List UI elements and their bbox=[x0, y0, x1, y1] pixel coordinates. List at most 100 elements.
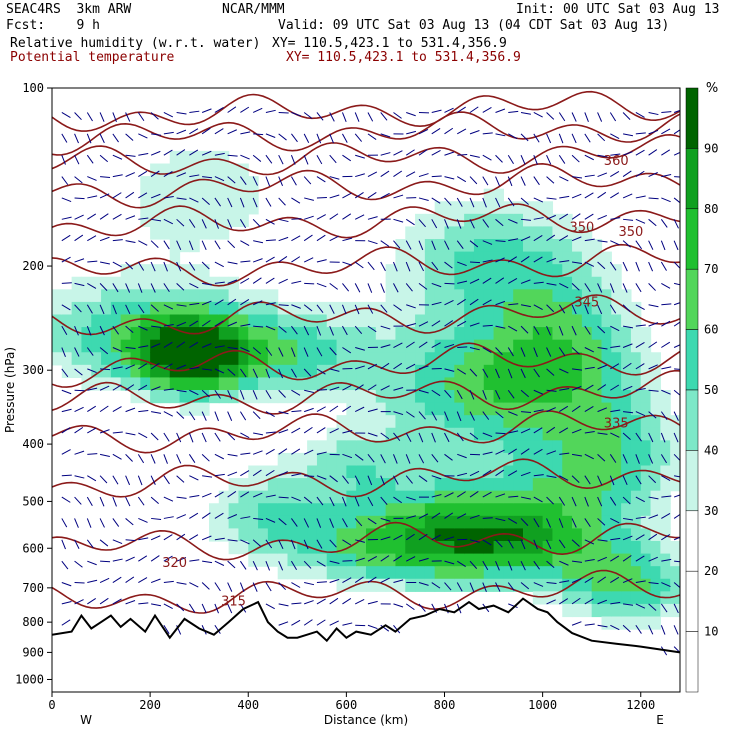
rh-cell bbox=[552, 515, 563, 530]
rh-cell bbox=[424, 578, 436, 592]
rh-cell bbox=[228, 276, 240, 290]
wind-arrow bbox=[112, 539, 123, 545]
wind-arrow bbox=[546, 389, 557, 392]
wind-arrow bbox=[558, 133, 564, 144]
wind-arrow bbox=[558, 347, 566, 357]
wind-arrow bbox=[329, 112, 335, 122]
wind-arrow bbox=[265, 218, 275, 225]
wind-arrow bbox=[495, 133, 506, 137]
wind-arrow bbox=[137, 454, 145, 464]
rh-cell bbox=[346, 339, 357, 353]
rh-cell bbox=[572, 528, 583, 542]
wind-arrow bbox=[202, 368, 213, 371]
rh-cell bbox=[562, 264, 573, 278]
wind-arrow bbox=[610, 171, 620, 178]
rh-cell bbox=[297, 541, 308, 555]
rh-cell bbox=[101, 301, 112, 316]
rh-cell bbox=[248, 377, 259, 391]
rh-cell bbox=[611, 314, 622, 328]
rh-cell bbox=[483, 427, 495, 441]
wind-arrow bbox=[201, 197, 210, 205]
rh-cell bbox=[601, 440, 612, 454]
rh-cell bbox=[159, 188, 171, 202]
rh-cell bbox=[581, 314, 593, 328]
wind-arrow bbox=[201, 108, 212, 113]
rh-cell bbox=[189, 239, 200, 253]
rh-cell bbox=[336, 503, 347, 517]
wind-arrow bbox=[214, 389, 221, 399]
rh-cell bbox=[464, 541, 475, 555]
rh-cell bbox=[621, 603, 632, 618]
rh-cell bbox=[660, 452, 671, 467]
rh-cell bbox=[493, 440, 504, 454]
rh-cell bbox=[385, 427, 397, 441]
rh-cell bbox=[464, 239, 475, 253]
rh-cell bbox=[542, 528, 554, 542]
wind-arrow bbox=[189, 174, 200, 178]
rh-cell bbox=[454, 377, 465, 391]
rh-cell bbox=[395, 352, 406, 366]
wind-arrow bbox=[303, 155, 309, 165]
wind-arrow bbox=[380, 344, 391, 348]
rh-cell bbox=[444, 528, 455, 542]
rh-cell bbox=[562, 578, 573, 592]
rh-cell bbox=[424, 440, 436, 454]
rh-cell bbox=[572, 352, 583, 366]
rh-cell bbox=[562, 515, 573, 530]
wind-arrow bbox=[559, 388, 570, 391]
wind-arrow bbox=[112, 239, 123, 242]
rh-cell bbox=[640, 578, 652, 592]
rh-cell bbox=[483, 364, 495, 379]
wind-arrow bbox=[571, 112, 577, 122]
wind-arrow bbox=[482, 299, 492, 306]
rh-cell bbox=[523, 515, 534, 530]
wind-arrow bbox=[189, 582, 199, 588]
rh-cell bbox=[483, 515, 495, 530]
wind-arrow bbox=[252, 197, 258, 208]
theta-contour-label: 350 bbox=[569, 221, 594, 236]
rh-cell bbox=[562, 213, 573, 228]
wind-arrow bbox=[329, 368, 340, 372]
rh-cell bbox=[611, 490, 622, 504]
wind-arrow bbox=[508, 303, 519, 306]
wind-arrow bbox=[482, 582, 487, 593]
rh-cell bbox=[218, 301, 230, 316]
rh-cell bbox=[640, 566, 652, 580]
rh-cell bbox=[493, 226, 504, 240]
rh-cell bbox=[650, 515, 661, 530]
rh-cell bbox=[444, 364, 455, 379]
wind-arrow bbox=[214, 603, 219, 614]
wind-arrow bbox=[507, 582, 515, 591]
rh-cell bbox=[248, 553, 259, 567]
wind-arrow bbox=[214, 106, 224, 113]
rh-cell bbox=[169, 352, 181, 366]
rh-cell bbox=[287, 339, 298, 353]
rh-cell bbox=[52, 352, 63, 366]
wind-arrow bbox=[125, 154, 136, 157]
wind-arrow bbox=[150, 283, 156, 293]
wind-arrow bbox=[99, 518, 105, 528]
wind-arrow bbox=[303, 325, 310, 336]
wind-arrow bbox=[239, 176, 247, 186]
rh-cell bbox=[326, 352, 338, 366]
rh-cell bbox=[287, 352, 298, 366]
wind-arrow bbox=[214, 582, 221, 592]
rh-cell bbox=[307, 377, 318, 391]
rh-cell bbox=[552, 503, 563, 517]
wind-arrow bbox=[635, 555, 645, 562]
wind-arrow bbox=[380, 454, 386, 464]
rh-cell bbox=[523, 226, 534, 240]
rh-cell bbox=[621, 390, 632, 404]
rh-cell bbox=[375, 503, 387, 517]
wind-arrow bbox=[342, 598, 352, 605]
rh-cell bbox=[581, 339, 593, 353]
y-tick-label: 300 bbox=[22, 363, 44, 377]
rh-cell bbox=[650, 553, 661, 567]
wind-arrow bbox=[227, 411, 233, 421]
wind-arrow bbox=[291, 325, 298, 335]
rh-cell bbox=[169, 327, 181, 341]
wind-arrow bbox=[571, 347, 580, 355]
rh-cell bbox=[209, 213, 220, 228]
wind-arrow bbox=[87, 560, 97, 566]
rh-cell bbox=[424, 276, 436, 290]
